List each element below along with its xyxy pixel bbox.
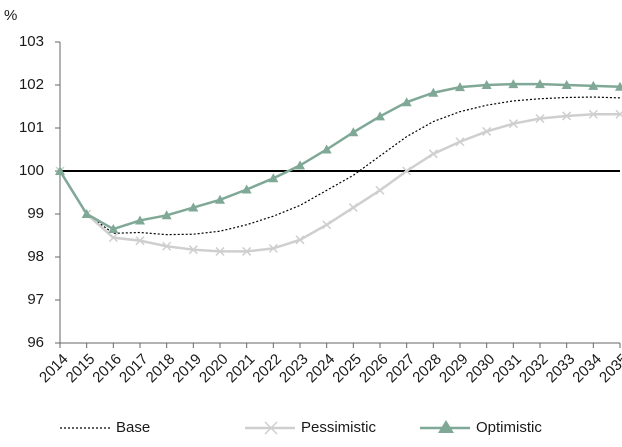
x-tick-label: 2025: [329, 351, 365, 387]
marker: [295, 160, 305, 170]
x-tick-label: 2027: [383, 351, 419, 387]
series-line: [59, 96, 621, 236]
x-tick-label: 2026: [356, 351, 392, 387]
series-line: [58, 82, 621, 231]
marker: [162, 241, 172, 251]
x-tick-label: 2018: [143, 351, 179, 387]
marker: [375, 185, 385, 195]
marker: [81, 209, 92, 218]
x-tick-label: 2028: [409, 351, 445, 387]
legend-marker: [264, 421, 278, 435]
marker: [588, 109, 598, 119]
marker: [321, 144, 332, 154]
marker: [428, 149, 438, 159]
marker: [188, 202, 199, 212]
marker: [188, 245, 198, 255]
marker: [375, 111, 385, 121]
y-tick-label: 99: [27, 205, 44, 222]
marker: [508, 79, 519, 89]
x-tick-label: 2024: [303, 351, 339, 387]
marker: [348, 127, 359, 137]
y-tick-label: 103: [19, 33, 44, 50]
marker: [561, 80, 572, 89]
x-tick-label: 2029: [436, 351, 472, 387]
x-tick-label: 2019: [169, 351, 205, 387]
x-tick-label: 2022: [249, 351, 285, 387]
marker: [455, 137, 465, 147]
marker: [268, 243, 278, 253]
x-tick-label: 2031: [489, 351, 525, 387]
series-line: [58, 112, 620, 253]
x-tick-label: 2023: [276, 351, 312, 387]
marker: [108, 224, 119, 234]
marker: [268, 173, 279, 183]
y-tick-label: 97: [27, 291, 44, 308]
marker: [562, 111, 572, 121]
marker: [535, 79, 545, 89]
marker: [348, 203, 358, 213]
marker: [482, 126, 492, 136]
marker: [481, 80, 492, 89]
marker: [508, 119, 518, 129]
y-tick-label: 102: [19, 76, 44, 93]
y-axis-label: %: [4, 7, 17, 24]
marker: [615, 81, 622, 91]
marker: [535, 114, 545, 124]
marker: [615, 109, 622, 119]
y-tick-label: 100: [19, 162, 44, 179]
x-tick-label: 2020: [196, 351, 232, 387]
marker: [295, 235, 305, 245]
legend-label: Base: [116, 419, 150, 436]
x-tick-label: 2035: [596, 351, 622, 387]
y-tick-label: 96: [27, 334, 44, 351]
marker: [55, 166, 65, 175]
marker: [108, 233, 118, 243]
marker: [135, 215, 145, 225]
marker: [402, 166, 412, 176]
marker: [588, 80, 599, 90]
y-tick-label: 98: [27, 248, 44, 265]
marker: [241, 184, 252, 194]
x-tick-label: 2021: [223, 351, 259, 387]
marker: [161, 210, 172, 220]
marker: [455, 82, 465, 92]
legend-marker: [438, 420, 454, 433]
legend-label: Pessimistic: [301, 419, 377, 436]
marker: [215, 246, 225, 256]
marker: [428, 87, 439, 97]
x-tick-label: 2032: [516, 351, 552, 387]
marker: [242, 246, 252, 256]
x-tick-label: 2034: [569, 351, 605, 387]
marker: [401, 97, 412, 107]
marker: [215, 194, 225, 204]
x-tick-label: 2030: [463, 351, 499, 387]
x-tick-label: 2033: [543, 351, 579, 387]
x-tick-label: 2016: [89, 351, 125, 387]
legend-label: Optimistic: [476, 419, 542, 436]
x-tick-label: 2014: [36, 351, 72, 387]
x-tick-label: 2017: [116, 351, 152, 387]
y-tick-label: 101: [19, 119, 44, 136]
x-tick-label: 2015: [63, 351, 99, 387]
marker: [135, 236, 145, 246]
marker: [322, 220, 332, 230]
